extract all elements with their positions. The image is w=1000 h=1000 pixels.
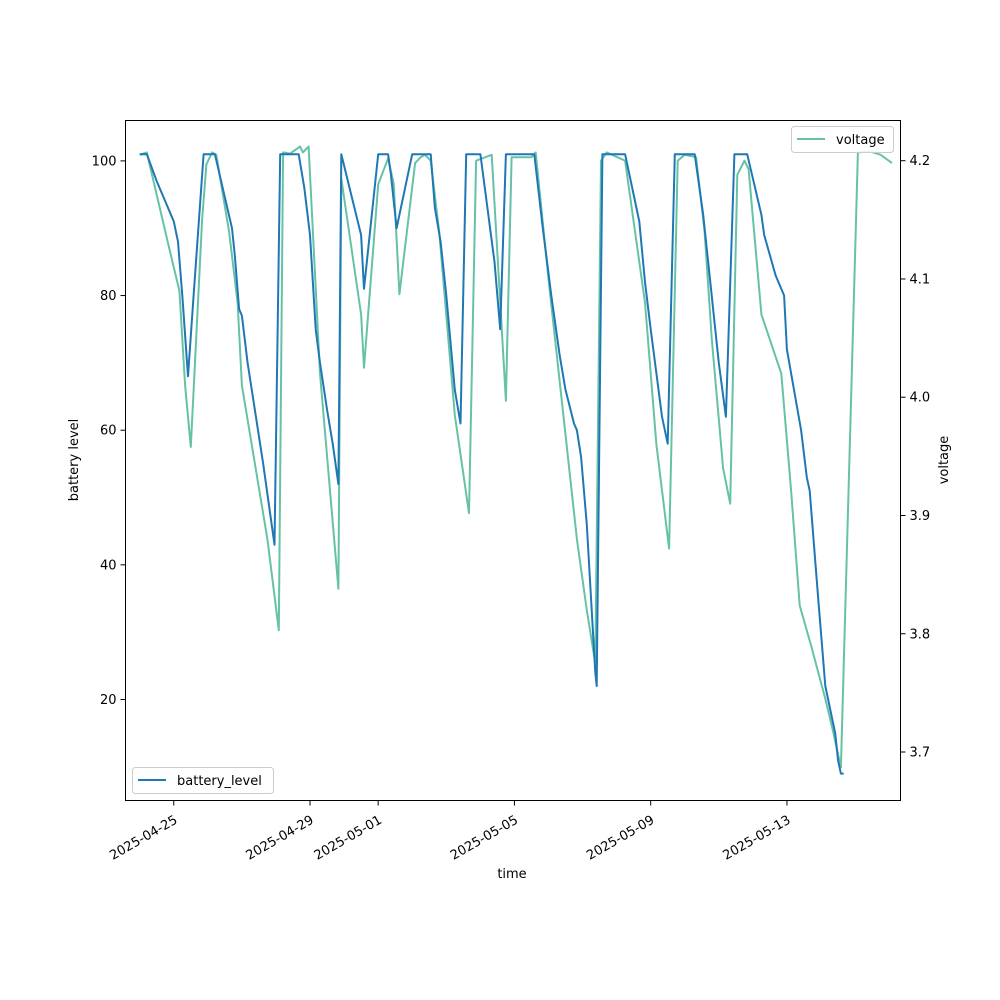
right-y-axis-label: voltage	[937, 436, 952, 485]
left-y-tick-label: 40	[100, 558, 117, 573]
right-y-tick-label: 3.8	[910, 627, 931, 642]
series-line-battery-level	[139, 153, 844, 775]
plot-frame	[125, 120, 901, 801]
right-y-axis-ticks: 3.7 3.8 3.9 4.0 4.1 4.2	[900, 154, 931, 761]
plot-lines	[139, 145, 893, 775]
legend-battery-level-label: battery_level	[177, 774, 262, 789]
left-y-tick-label: 20	[100, 693, 117, 708]
legend-battery-level: battery_level	[132, 767, 274, 794]
legend-voltage-box	[791, 126, 894, 153]
left-y-tick-label: 60	[100, 424, 117, 439]
legend-voltage-label: voltage	[836, 133, 885, 148]
x-axis-label: time	[497, 867, 526, 882]
left-y-tick-label: 100	[92, 154, 117, 169]
series-line-voltage	[139, 145, 893, 769]
right-y-tick-label: 4.0	[910, 391, 931, 406]
left-y-axis-label: battery level	[67, 419, 82, 502]
right-y-tick-label: 3.9	[910, 509, 931, 524]
right-y-tick-label: 3.7	[910, 746, 931, 761]
right-y-tick-label: 4.1	[910, 272, 931, 287]
left-y-axis-ticks: 20 40 60 80 100	[92, 154, 126, 708]
left-y-tick-label: 80	[100, 289, 117, 304]
legend-battery-level-box	[132, 767, 274, 794]
right-y-tick-label: 4.2	[910, 154, 931, 169]
legend-voltage: voltage	[791, 126, 894, 153]
